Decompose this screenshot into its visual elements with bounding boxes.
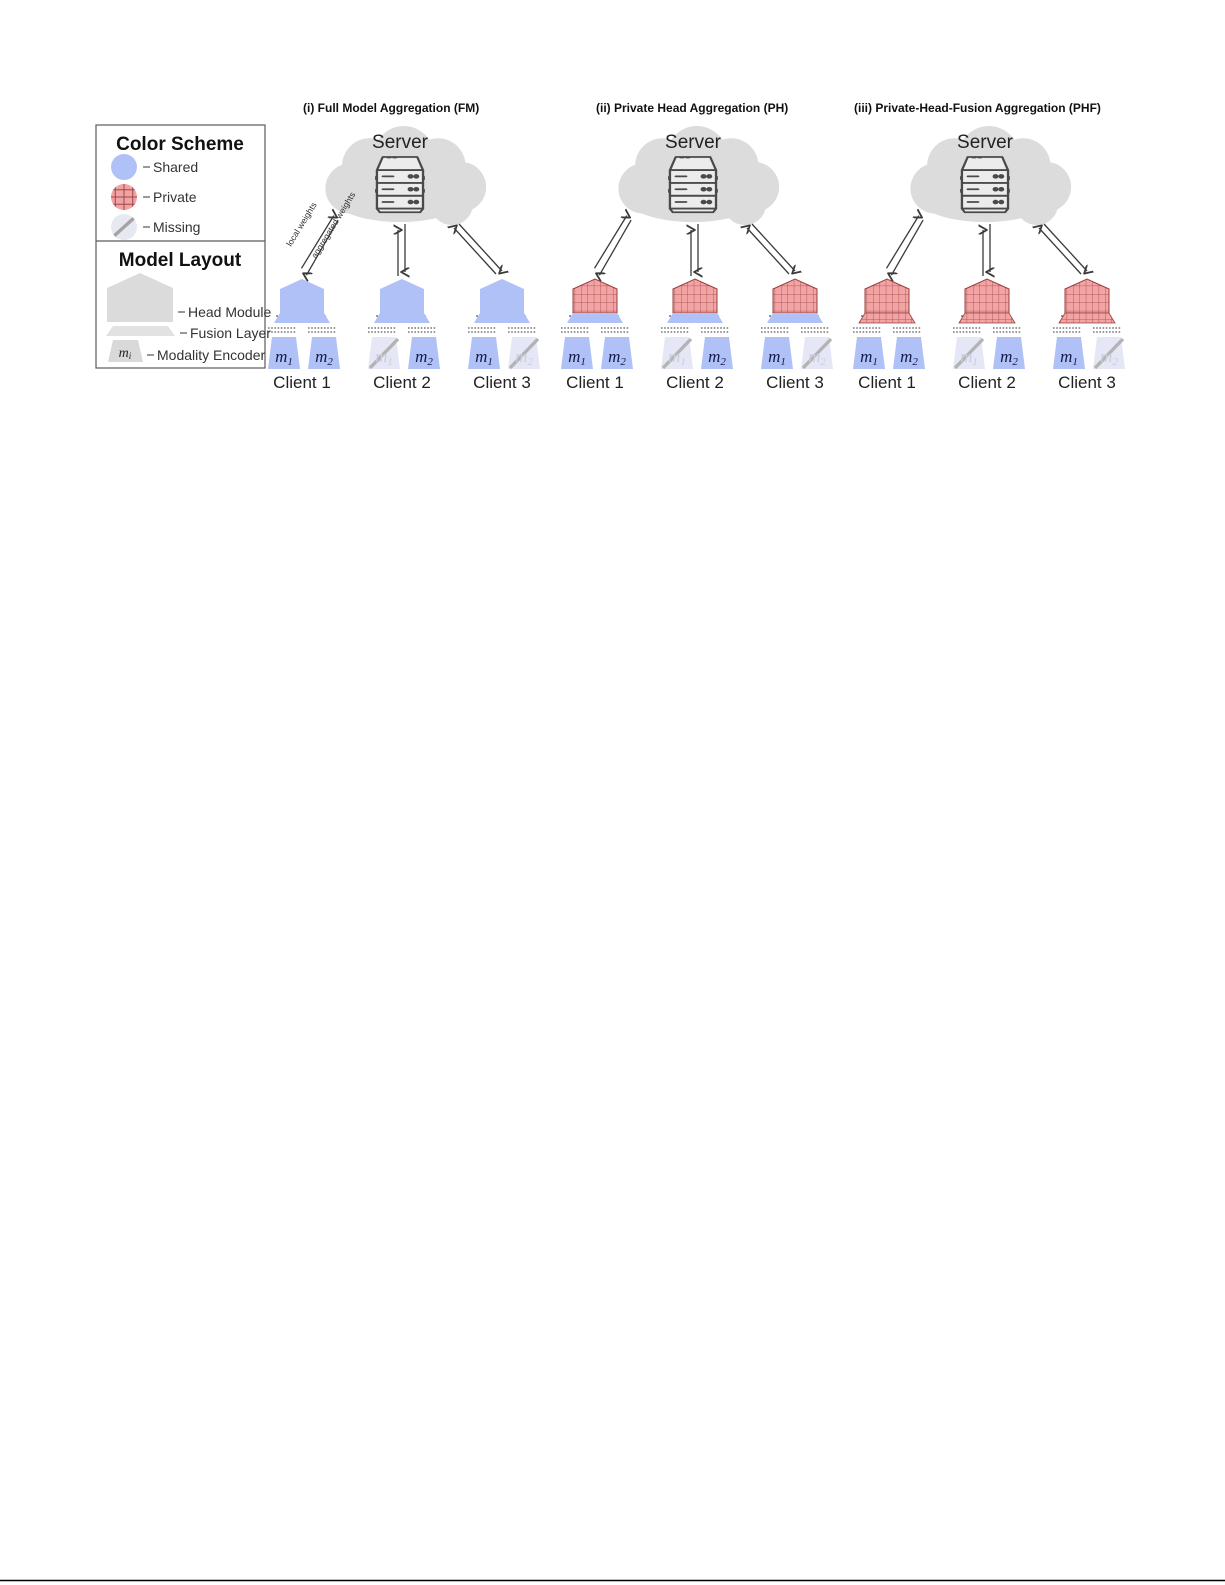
svg-text:Server: Server (957, 132, 1014, 153)
svg-text:Head Module: Head Module (188, 304, 271, 320)
svg-text:(ii) Private Head Aggregation: (ii) Private Head Aggregation (PH) (596, 101, 788, 115)
svg-text:Private: Private (153, 189, 197, 205)
svg-text:(iii) Private-Head-Fusion Aggr: (iii) Private-Head-Fusion Aggregation (P… (854, 101, 1101, 115)
svg-text:Fusion Layer: Fusion Layer (190, 325, 271, 341)
svg-text:Client 2: Client 2 (958, 373, 1016, 392)
svg-text:Client 1: Client 1 (858, 373, 916, 392)
svg-text:Client 3: Client 3 (473, 373, 531, 392)
svg-text:Model Layout: Model Layout (119, 250, 242, 271)
svg-text:Missing: Missing (153, 219, 200, 235)
svg-text:Server: Server (665, 132, 722, 153)
svg-text:Modality Encoder: Modality Encoder (157, 347, 266, 363)
svg-text:(i) Full Model Aggregation (FM: (i) Full Model Aggregation (FM) (303, 101, 479, 115)
svg-text:Client 3: Client 3 (1058, 373, 1116, 392)
svg-text:Color Scheme: Color Scheme (116, 134, 244, 155)
svg-text:Shared: Shared (153, 159, 198, 175)
svg-text:Client 2: Client 2 (373, 373, 431, 392)
svg-text:Client 3: Client 3 (766, 373, 824, 392)
svg-text:Client 2: Client 2 (666, 373, 724, 392)
svg-text:Client 1: Client 1 (273, 373, 331, 392)
svg-text:local weights: local weights (284, 200, 319, 248)
svg-text:Client 1: Client 1 (566, 373, 624, 392)
svg-text:Server: Server (372, 132, 429, 153)
